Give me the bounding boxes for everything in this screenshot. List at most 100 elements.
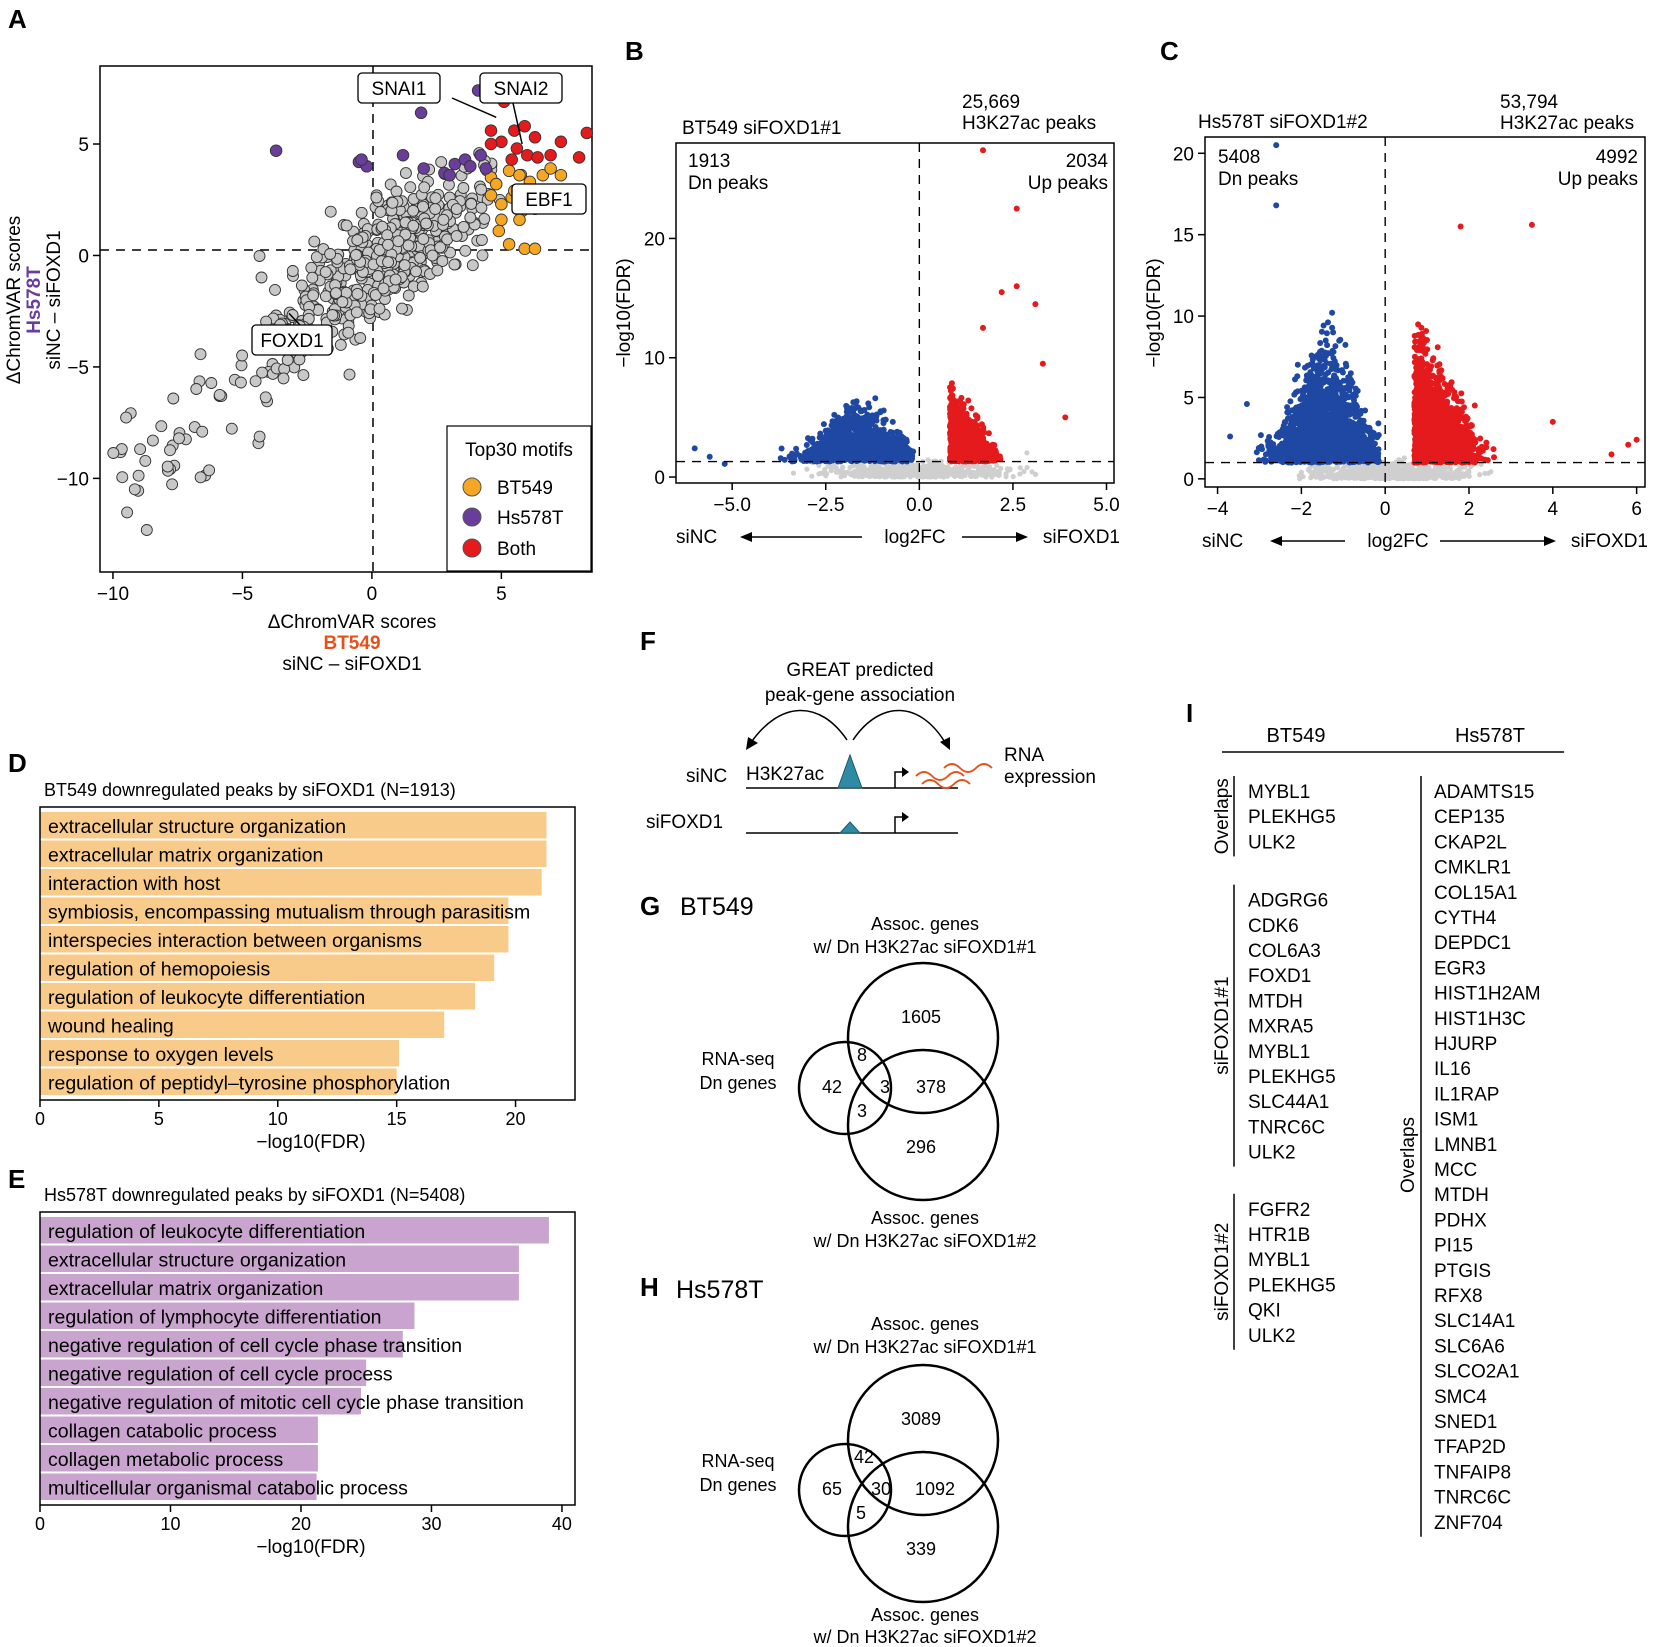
volcano-xtick-label: 0.0	[906, 495, 932, 516]
grey-motif-point	[382, 238, 394, 251]
grey-motif-point	[410, 265, 422, 278]
grey-motif-point	[399, 167, 412, 180]
grey-motif-point	[116, 471, 129, 484]
up-peak-point	[976, 429, 983, 436]
non-significant-peak	[877, 474, 883, 480]
grey-motif-point	[466, 259, 479, 272]
non-significant-peak	[1449, 475, 1455, 481]
down-peak-point	[803, 442, 810, 448]
grey-motif-point	[435, 156, 448, 169]
down-peak-point	[865, 400, 872, 407]
down-peak-point	[884, 447, 891, 454]
grey-motif-point	[407, 219, 420, 232]
down-peak-point	[706, 453, 713, 460]
down-peak-point	[850, 399, 857, 406]
grey-motif-point	[434, 241, 447, 254]
grey-motif-point	[354, 332, 367, 344]
grey-motif-point	[465, 197, 478, 210]
non-significant-peak	[831, 463, 837, 469]
grey-motif-point	[164, 444, 176, 457]
panel-a-ticks: −10 −5 0 5−10−505	[57, 135, 507, 605]
grey-motif-point	[120, 411, 133, 424]
non-significant-peak	[1331, 474, 1337, 481]
down-peak-point	[1287, 398, 1294, 405]
down-peak-point	[793, 445, 800, 452]
grey-motif-point	[414, 251, 427, 264]
panel-b-dn-count: 1913	[688, 151, 730, 172]
non-significant-peak	[1388, 475, 1394, 481]
down-peak-point	[851, 426, 858, 433]
grey-motif-point	[374, 205, 387, 218]
up-peak-point	[965, 397, 972, 404]
down-peak-point	[830, 431, 837, 438]
down-peak-point	[857, 428, 864, 435]
up-peak-point	[979, 447, 985, 453]
grey-motif-point	[194, 348, 207, 361]
grey-motif-point	[319, 266, 332, 279]
grey-motif-point	[161, 460, 174, 473]
non-significant-peak	[855, 466, 861, 472]
panel-a-ytick-label: −5	[67, 358, 89, 379]
non-significant-peak	[920, 463, 926, 470]
non-significant-peak	[1297, 476, 1303, 482]
grey-motif-point	[389, 273, 402, 286]
grey-motif-point	[429, 203, 442, 215]
grey-motif-point	[475, 201, 488, 214]
panel-b-ylabel: −log10(FDR)	[614, 258, 635, 367]
grey-motif-point	[107, 447, 120, 459]
down-peak-point	[852, 415, 859, 422]
up-peak-point	[948, 396, 954, 403]
grey-motif-point	[134, 443, 147, 456]
non-significant-peak	[1408, 473, 1414, 479]
grey-motif-point	[155, 420, 168, 433]
grey-motif-point	[407, 204, 420, 217]
down-peak-point	[843, 446, 849, 453]
up-peak-point	[948, 380, 955, 387]
both-motif-point	[531, 151, 544, 164]
down-peak-point	[829, 449, 836, 456]
grey-motif-point	[371, 270, 384, 282]
grey-motif-point	[476, 249, 489, 262]
grey-motif-point	[417, 200, 429, 213]
non-significant-peak	[943, 472, 949, 478]
grey-motif-point	[350, 249, 362, 262]
down-peak-point	[895, 454, 902, 461]
down-peak-point	[824, 454, 831, 461]
both-motif-point	[508, 124, 521, 137]
down-peak-point	[893, 448, 900, 455]
panel-a-ytick-label: −10	[57, 469, 89, 490]
non-significant-peak	[842, 472, 848, 479]
grey-motif-point	[121, 506, 134, 519]
panel-a-legend: Top30 motifs BT549 Hs578T Both	[446, 425, 592, 572]
non-significant-peak	[994, 462, 1000, 468]
volcano-xtick-label: −2.5	[807, 495, 845, 516]
grey-motif-point	[464, 211, 477, 224]
panel-c-volcano: Hs578T siFOXD1#2 53,794 H3K27ac peaks −4…	[1144, 92, 1648, 552]
down-peak-point	[877, 409, 884, 416]
hs578t-motif-point	[464, 160, 477, 173]
down-peak-point	[842, 441, 849, 448]
non-significant-peak	[1373, 467, 1379, 473]
down-peak-point	[847, 454, 854, 461]
down-peak-point	[1329, 324, 1336, 331]
grey-motif-point	[128, 483, 141, 496]
bt549-motif-point	[554, 168, 568, 182]
grey-motif-point	[324, 248, 337, 260]
panel-b-volcano: BT549 siFOXD1#1 25,669 H3K27ac peaks −5.…	[614, 92, 1120, 548]
grey-motif-point	[402, 289, 415, 302]
non-significant-peak	[1430, 475, 1437, 481]
up-peak-point	[972, 412, 979, 419]
bt549-motif-point	[528, 242, 542, 256]
panel-b-points	[691, 147, 1069, 480]
down-peak-point	[1257, 432, 1264, 439]
down-peak-point	[841, 455, 848, 462]
non-significant-peak	[1448, 466, 1454, 472]
grey-motif-point	[370, 191, 383, 204]
grey-motif-point	[249, 375, 262, 388]
grey-motif-point	[330, 287, 342, 300]
grey-motif-point	[167, 392, 180, 405]
non-significant-peak	[909, 468, 915, 474]
down-peak-point	[1253, 449, 1260, 456]
